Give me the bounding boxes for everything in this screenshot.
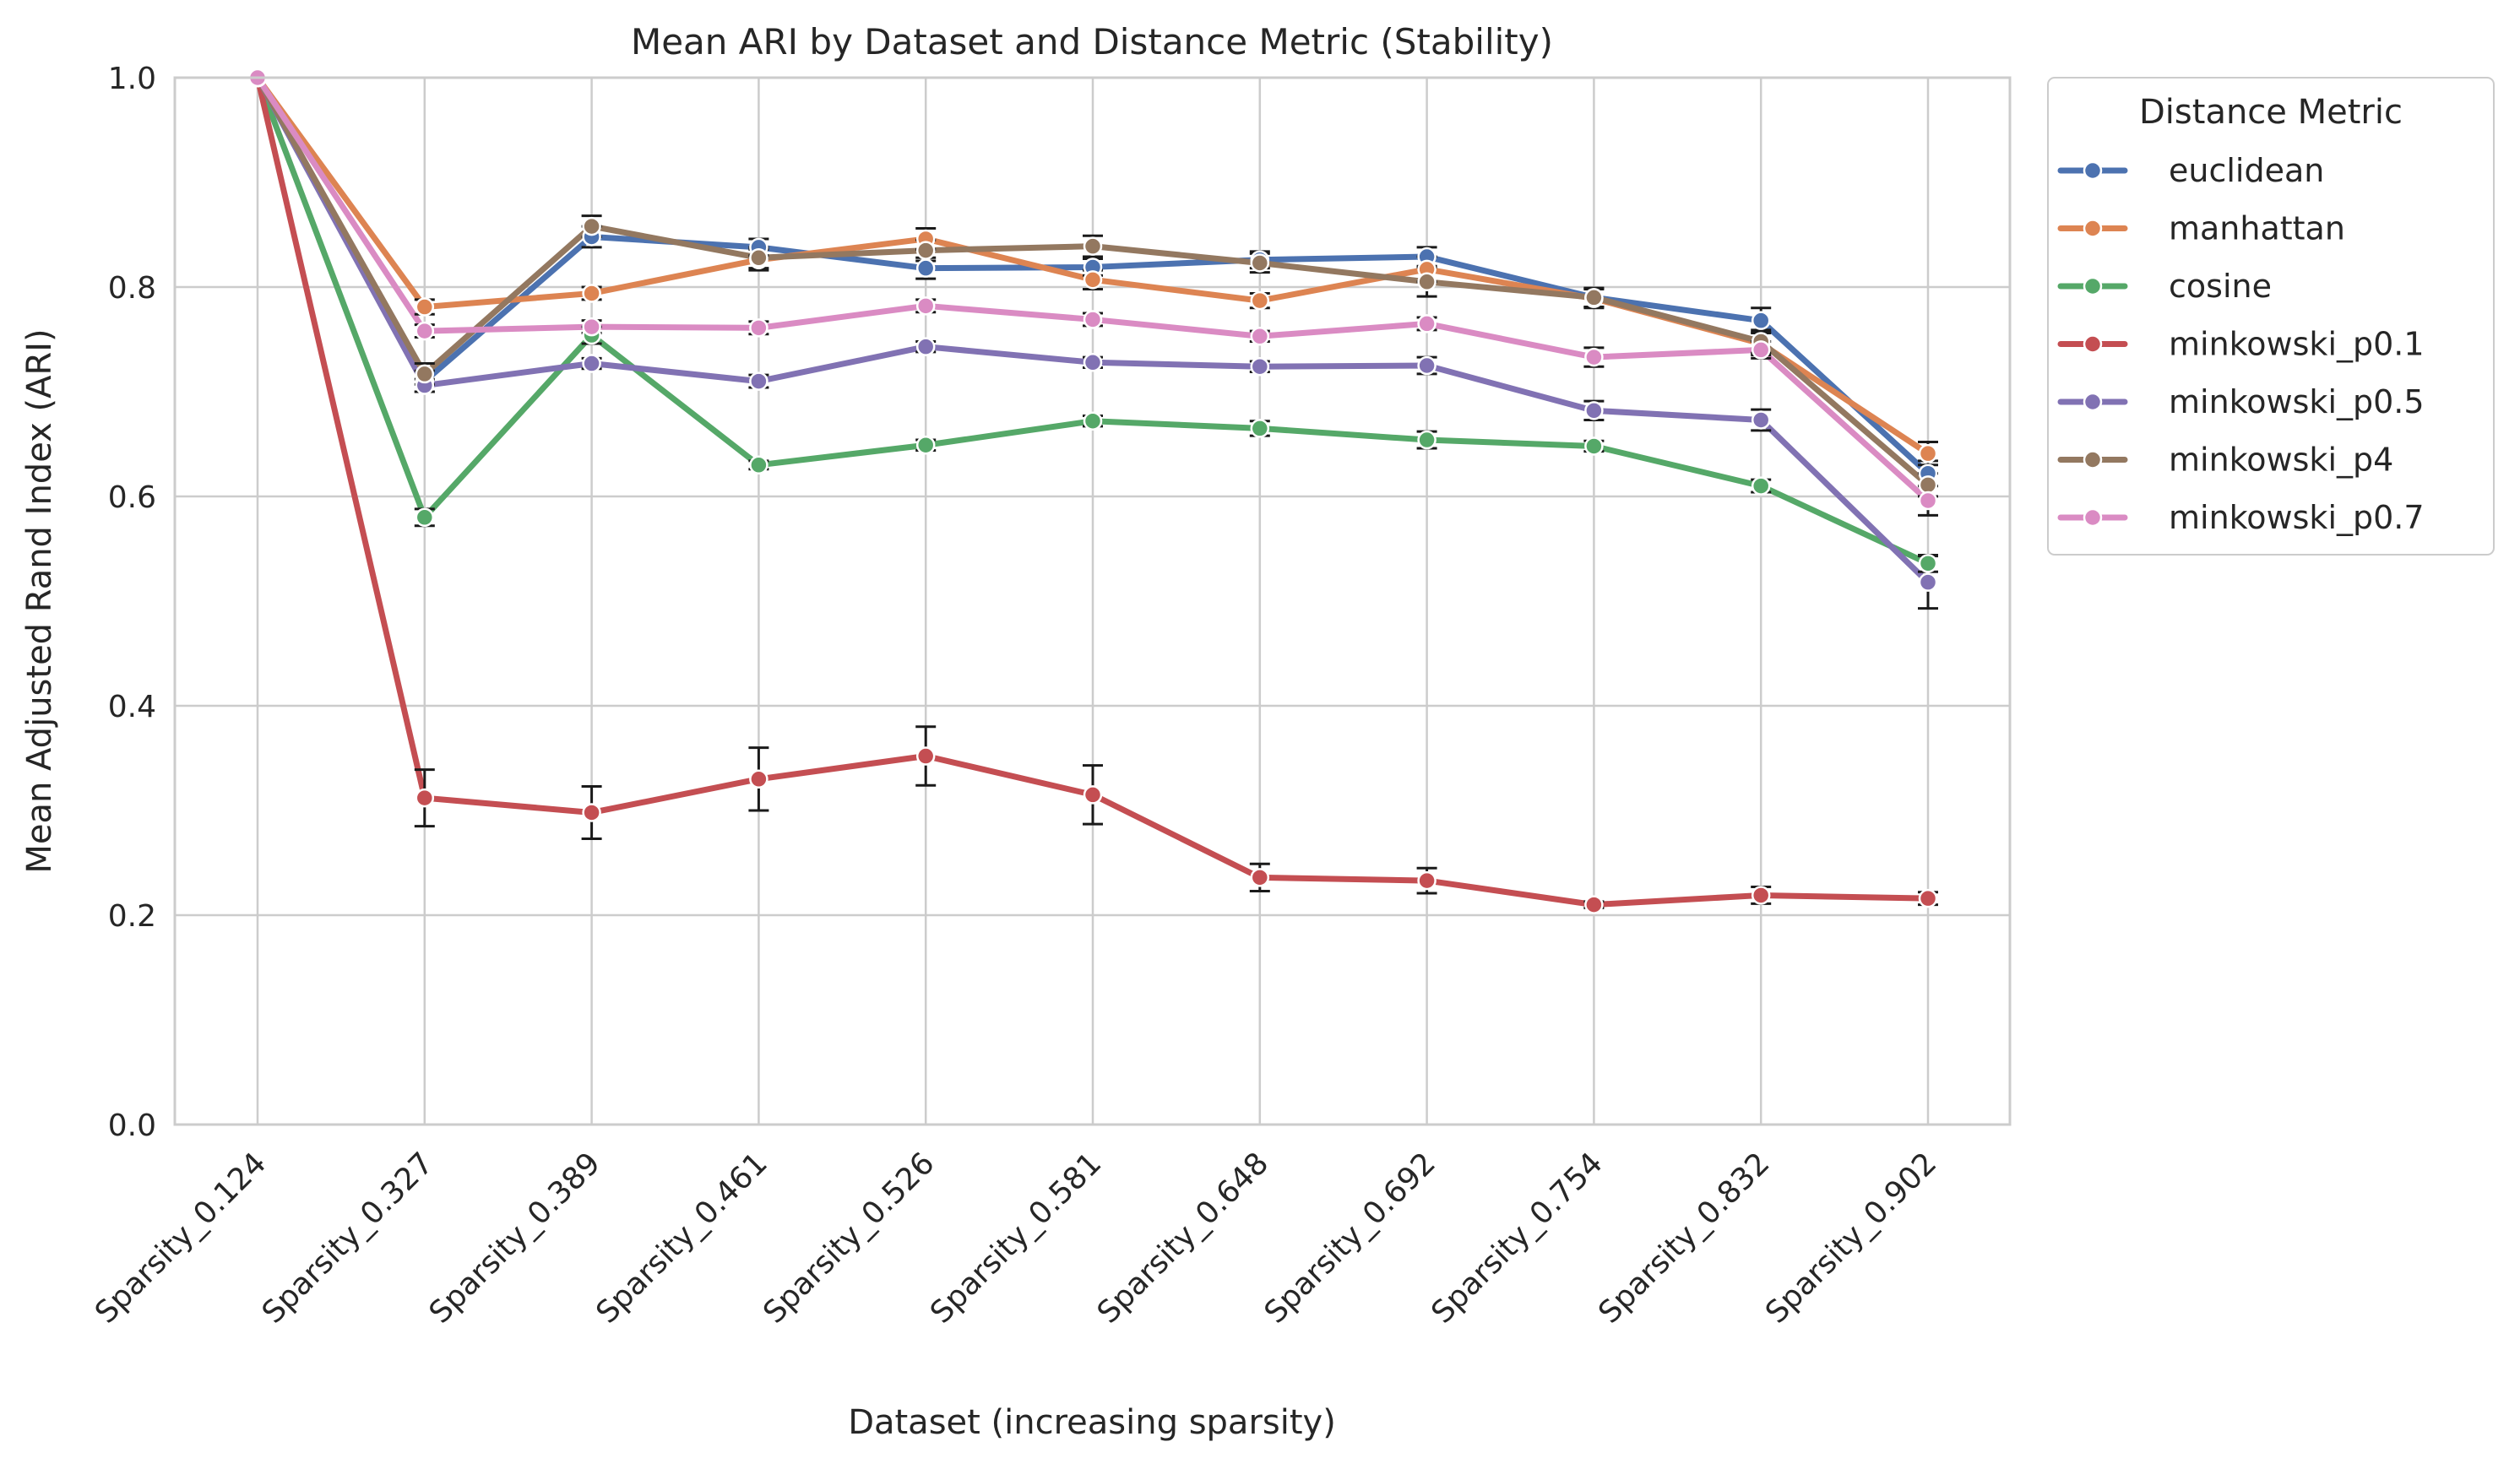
- legend-label: minkowski_p0.5: [2169, 383, 2425, 420]
- legend-item-minkowski-p0-7: minkowski_p0.7: [2057, 499, 2425, 536]
- data-point-cosine: [1584, 436, 1604, 456]
- marker-layer: [247, 68, 1938, 914]
- data-point-manhattan: [582, 284, 601, 303]
- data-point-minkowski-p0-1: [1417, 870, 1437, 891]
- data-point-minkowski-p4: [915, 241, 936, 260]
- y-tick-label: 1.0: [108, 62, 156, 96]
- legend-marker: [2083, 507, 2103, 528]
- data-point-minkowski-p0-7: [415, 321, 435, 341]
- data-point-cosine: [415, 507, 435, 528]
- data-point-minkowski-p0-1: [1083, 785, 1103, 805]
- legend-marker: [2083, 276, 2103, 296]
- data-point-manhattan: [1083, 270, 1103, 290]
- data-point-euclidean: [915, 258, 936, 278]
- legend-item-minkowski-p0-1: minkowski_p0.1: [2057, 326, 2425, 363]
- legend-item-cosine: cosine: [2057, 268, 2272, 305]
- y-tick-label: 0.6: [108, 480, 156, 515]
- data-point-minkowski-p0-1: [749, 769, 768, 789]
- data-point-minkowski-p0-5: [749, 371, 768, 391]
- data-point-minkowski-p0-5: [915, 337, 936, 356]
- data-point-minkowski-p0-7: [1751, 340, 1771, 360]
- data-point-minkowski-p4: [1918, 475, 1938, 495]
- data-point-minkowski-p4: [1584, 288, 1604, 307]
- data-point-minkowski-p0-5: [1584, 401, 1604, 420]
- data-point-minkowski-p4: [415, 364, 435, 384]
- data-point-cosine: [1751, 476, 1771, 496]
- data-point-minkowski-p0-1: [415, 788, 435, 808]
- legend-label: minkowski_p4: [2169, 442, 2393, 479]
- data-point-minkowski-p0-5: [1751, 410, 1771, 430]
- y-axis-title: Mean Adjusted Rand Index (ARI): [20, 328, 59, 873]
- data-point-minkowski-p0-7: [1417, 314, 1437, 333]
- plot-frame: [173, 76, 2012, 1126]
- data-point-cosine: [1417, 430, 1437, 450]
- data-point-minkowski-p0-5: [1417, 355, 1437, 376]
- data-point-minkowski-p4: [1417, 272, 1437, 292]
- legend-label: manhattan: [2169, 210, 2345, 247]
- data-point-minkowski-p4: [1083, 236, 1103, 256]
- data-point-cosine: [915, 435, 936, 455]
- legend-items: euclidean manhattan cosine minkowski_p0.1mi…: [2057, 152, 2425, 536]
- chart-title: Mean ARI by Dataset and Distance Metric …: [631, 21, 1553, 62]
- legend-item-euclidean: euclidean: [2057, 152, 2324, 189]
- legend-marker: [2083, 392, 2103, 412]
- data-point-minkowski-p4: [1250, 253, 1270, 273]
- y-tick-label: 0.0: [108, 1109, 156, 1143]
- legend-label: minkowski_p0.1: [2169, 326, 2425, 363]
- legend-item-minkowski-p4: minkowski_p4: [2057, 442, 2393, 479]
- y-axis-ticks: 0.0 0.2 0.4 0.6 0.8 1.0: [108, 62, 156, 1143]
- legend-marker: [2083, 160, 2103, 181]
- data-point-manhattan: [1250, 290, 1270, 311]
- data-point-cosine: [1250, 419, 1270, 438]
- data-point-minkowski-p0-5: [582, 354, 601, 373]
- data-point-minkowski-p0-5: [1918, 572, 1938, 592]
- legend-label: euclidean: [2169, 152, 2324, 189]
- x-axis-title: Dataset (increasing sparsity): [848, 1403, 1336, 1442]
- data-point-minkowski-p0-7: [1083, 310, 1103, 329]
- data-point-manhattan: [1918, 443, 1938, 463]
- data-point-manhattan: [415, 297, 435, 317]
- legend-label: cosine: [2169, 268, 2272, 305]
- legend-label: minkowski_p0.7: [2169, 499, 2425, 536]
- data-point-minkowski-p4: [749, 248, 768, 268]
- data-point-cosine: [1083, 411, 1103, 431]
- data-point-minkowski-p0-1: [915, 746, 936, 766]
- legend-item-minkowski-p0-5: minkowski_p0.5: [2057, 383, 2425, 420]
- legend-marker: [2083, 219, 2103, 238]
- data-point-minkowski-p0-1: [1918, 888, 1938, 908]
- y-tick-label: 0.2: [108, 899, 156, 934]
- y-tick-label: 0.4: [108, 690, 156, 724]
- data-point-minkowski-p0-1: [1250, 868, 1270, 887]
- data-point-minkowski-p4: [582, 216, 601, 236]
- data-point-cosine: [1918, 554, 1938, 573]
- data-point-minkowski-p0-5: [1250, 356, 1270, 377]
- data-point-minkowski-p0-7: [1584, 347, 1604, 367]
- data-point-euclidean: [1751, 311, 1771, 330]
- data-point-minkowski-p0-7: [1250, 327, 1270, 346]
- data-point-minkowski-p0-1: [1751, 886, 1771, 905]
- legend-title: Distance Metric: [2139, 93, 2403, 132]
- data-point-minkowski-p0-1: [1584, 895, 1604, 914]
- legend: Distance Metric euclidean manhattan cosine…: [2047, 77, 2495, 556]
- data-point-cosine: [749, 455, 768, 475]
- data-point-minkowski-p0-7: [915, 296, 936, 316]
- data-point-minkowski-p0-7: [582, 317, 601, 337]
- y-tick-label: 0.8: [108, 271, 156, 306]
- legend-item-manhattan: manhattan: [2057, 210, 2345, 247]
- legend-marker: [2083, 450, 2103, 469]
- data-point-minkowski-p0-1: [582, 803, 601, 822]
- data-point-minkowski-p0-5: [1083, 353, 1103, 372]
- data-point-minkowski-p0-7: [749, 318, 768, 338]
- data-point-minkowski-p0-7: [1918, 491, 1938, 511]
- legend-frame: [2047, 77, 2495, 556]
- legend-marker: [2083, 334, 2103, 354]
